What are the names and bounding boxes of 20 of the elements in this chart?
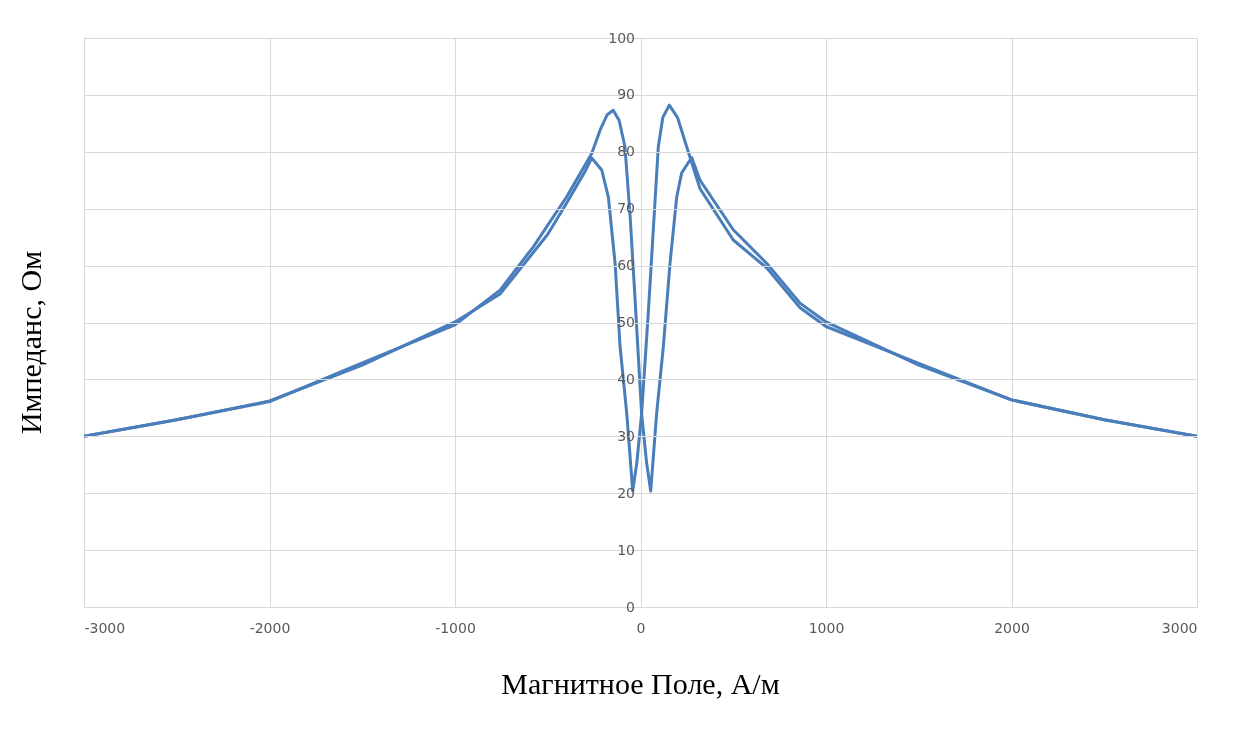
x-tick-label: 0: [636, 619, 646, 636]
y-tick-label: 20: [617, 484, 635, 501]
y-tick-label: 70: [617, 200, 635, 217]
y-axis-title: Импеданс, Ом: [14, 250, 47, 435]
x-tick-label: -3000: [84, 619, 126, 636]
y-tick-label: 10: [617, 541, 635, 558]
y-tick-label: 100: [608, 29, 635, 46]
x-axis-title: Магнитное Поле, А/м: [501, 667, 780, 700]
y-tick-label: 60: [617, 257, 635, 274]
y-tick-label: 0: [626, 598, 635, 615]
x-tick-label: 1000: [808, 619, 845, 636]
y-tick-label: 90: [617, 86, 635, 103]
x-tick-label: -1000: [435, 619, 476, 636]
x-tick-label: 3000: [1161, 619, 1198, 636]
x-tick-label: 2000: [994, 619, 1030, 636]
y-tick-label: 30: [617, 427, 635, 444]
y-tick-label: 50: [617, 314, 635, 330]
x-tick-label: -2000: [249, 619, 291, 636]
y-tick-label: 80: [617, 143, 635, 160]
y-tick-label: 40: [617, 370, 635, 387]
